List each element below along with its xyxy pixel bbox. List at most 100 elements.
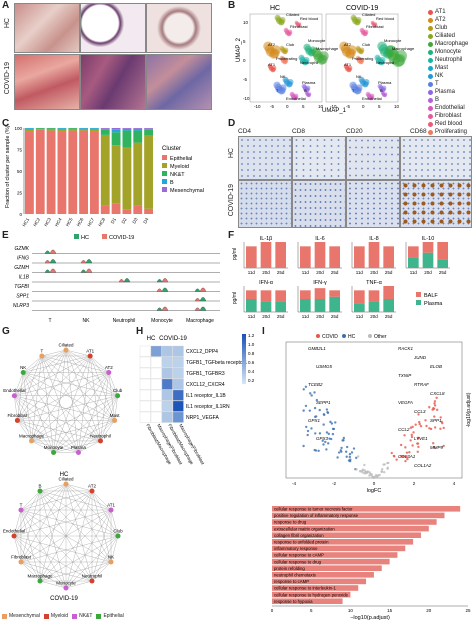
umap-legend-item: B: [428, 96, 474, 104]
bar-balf: [246, 290, 257, 299]
network-node: [37, 578, 43, 584]
bar-balf: [314, 242, 326, 268]
network-edge: [17, 372, 24, 421]
umap-point: [297, 23, 301, 27]
legend-label: T: [435, 81, 439, 87]
volcano-point: [403, 434, 406, 437]
volcano-point: [350, 451, 354, 454]
volcano-point: [416, 450, 419, 454]
volcano-point: [409, 439, 412, 442]
umap-legend: AT1 AT2 Club Ciliated Macrophage Monocyte Neut…: [428, 8, 474, 136]
network-node: [11, 393, 17, 399]
network-node: [18, 559, 24, 565]
legend-dot: [342, 334, 346, 338]
umap-x-tick: 0: [286, 104, 289, 109]
y-tick-label: 0: [19, 212, 22, 217]
umap-legend-item: Monocyte: [428, 48, 474, 56]
interaction-networks: HC COVID-19 Ciliated AT1 AT2 Club Mast Neutro…: [3, 343, 123, 603]
network-edge: [78, 420, 115, 453]
x-tick-label: 11d: [248, 314, 256, 319]
heatmap-cell: [172, 389, 184, 401]
heatmap-cell: [150, 367, 162, 379]
x-tick-label: 20: [426, 608, 432, 613]
color-scale-step: [242, 359, 246, 362]
violin-shape: [85, 268, 93, 273]
umap-cluster-label: Plasma: [302, 80, 316, 85]
legend-dot: [428, 73, 433, 79]
bar-segment: [133, 130, 143, 143]
legend-dot: [428, 81, 433, 87]
histology-image: [80, 54, 146, 110]
network-node-label: Neutrophil: [90, 433, 111, 438]
volcano-point: [313, 391, 316, 394]
x-tick-label: 20d: [370, 314, 378, 319]
volcano-point: [382, 470, 386, 474]
network-node: [87, 353, 93, 359]
network-legend-item: Myeloid: [43, 612, 68, 620]
volcano-point: [310, 394, 313, 397]
network-edge: [31, 420, 115, 442]
volcano-point: [313, 448, 316, 452]
color-scale-step: [242, 356, 246, 360]
legend-label: Epithelial: [170, 156, 192, 162]
umap-legend-item: AT2: [428, 16, 474, 24]
umap-legend-item: NK: [428, 72, 474, 80]
panel-d-row-hc: HC: [228, 148, 235, 159]
color-scale-step: [242, 341, 246, 345]
network-edge: [17, 420, 32, 442]
volcano-point: [433, 404, 437, 407]
legend-dot: [428, 121, 433, 127]
network-edge: [20, 561, 41, 582]
enrichment-term-label: response to drug: [274, 520, 307, 525]
umap-cluster-label: Ciliated: [362, 12, 375, 17]
bar-segment: [111, 129, 121, 133]
network-edge: [65, 349, 115, 421]
umap-y-tick: -5: [243, 77, 247, 82]
enrichment-term-label: cellular response to hydrogen peroxide: [274, 592, 349, 597]
ihc-marker-label: CD68: [410, 128, 427, 135]
heatmap-row-label: TGFB1_TGFBR3: [186, 371, 225, 377]
network-edge: [41, 355, 101, 442]
bar-segment: [133, 128, 143, 131]
y-axis-label: pg/ml: [232, 248, 238, 260]
heatmap-cell: [139, 389, 151, 401]
volcano-point: [306, 433, 309, 437]
volcano-point: [439, 416, 442, 419]
gene-label: RACK1: [398, 346, 414, 351]
enrichment-term-label: protein refolding: [274, 566, 305, 571]
network-edge: [14, 395, 101, 442]
bar-segment: [35, 128, 45, 130]
x-tick-label: 20d: [370, 270, 378, 275]
volcano-point: [380, 468, 384, 471]
volcano-point: [313, 406, 317, 410]
volcano-point: [433, 400, 437, 403]
network-edge: [17, 372, 109, 421]
volcano-point: [411, 425, 414, 429]
volcano-point: [355, 456, 358, 460]
volcano-point: [325, 448, 328, 451]
x-tick-label: 10: [348, 608, 354, 613]
umap-cluster-label: AT1: [344, 62, 352, 67]
color-scale-step: [242, 366, 246, 370]
volcano-point: [424, 419, 427, 422]
heatmap-cell: [172, 356, 184, 368]
bar-segment: [25, 128, 34, 129]
umap-y-tick: 5: [243, 39, 246, 44]
panel-a-letter: A: [2, 0, 10, 11]
network-edge: [108, 372, 118, 396]
umap-point: [383, 93, 387, 97]
cell-type-label: T: [48, 318, 51, 324]
bar-segment: [100, 128, 110, 129]
network-edge: [78, 395, 118, 453]
panel-i-letter: I: [262, 326, 265, 337]
volcano-point: [348, 455, 352, 459]
umap-point: [287, 31, 292, 36]
umap-title-hc: HC: [270, 5, 280, 12]
network-edge: [89, 355, 109, 373]
network-edge: [65, 483, 93, 492]
color-scale-tick: 0.8: [248, 351, 255, 356]
histology-image: [14, 54, 80, 110]
heatmap-cell: [139, 345, 151, 357]
network-node: [14, 417, 20, 423]
umap-plot: HC COVID-19 UMAP_2 UMAP_1 -10 -5 0 5 10 -10 -5…: [236, 5, 415, 114]
